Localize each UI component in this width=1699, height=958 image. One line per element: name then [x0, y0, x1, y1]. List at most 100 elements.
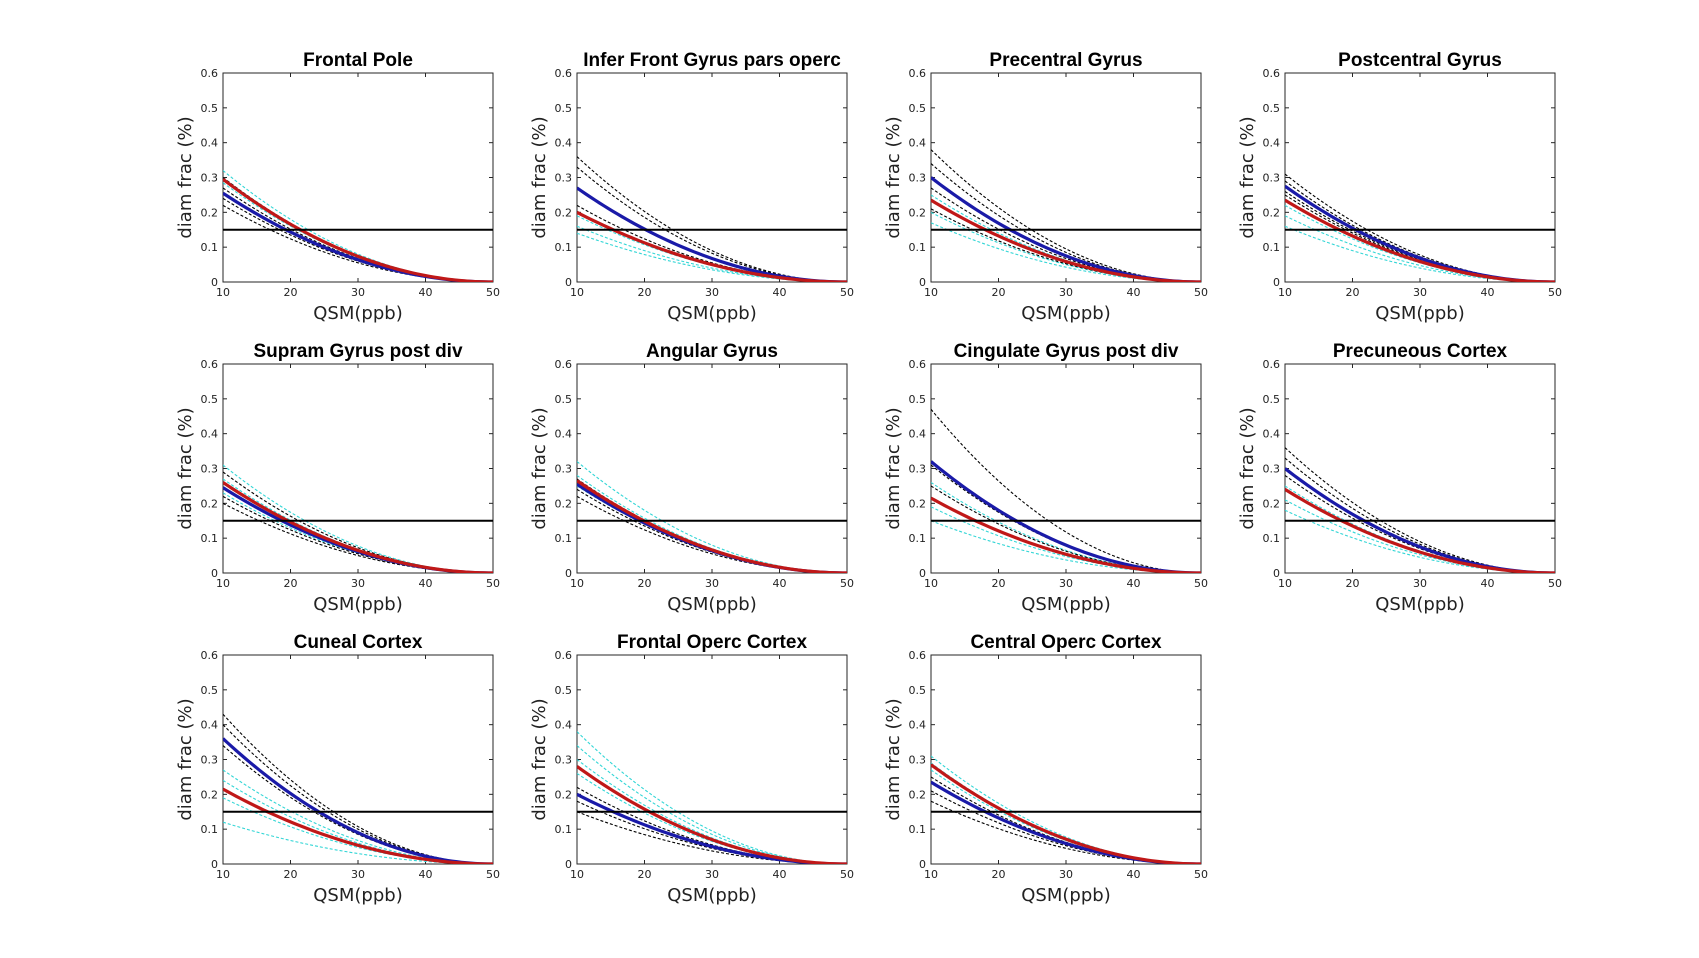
plot-area [1284, 72, 1556, 283]
y-tick-label: 0.3 [555, 463, 573, 476]
y-tick-label: 0.1 [201, 241, 219, 254]
chart-title: Cuneal Cortex [294, 632, 423, 653]
x-tick-label: 40 [419, 577, 433, 590]
series-group [577, 461, 847, 573]
y-tick-label: 0.5 [201, 393, 219, 406]
x-tick-label: 40 [419, 286, 433, 299]
series-group [931, 149, 1201, 282]
x-axis-label: QSM(ppb) [667, 885, 756, 906]
chart-title: Frontal Operc Cortex [617, 632, 807, 653]
plot-area [930, 363, 1202, 574]
x-tick-label: 40 [1481, 577, 1495, 590]
chart-panel: Postcentral Gyrus 0 0.1 0.2 0.3 0.4 0.5 0.6 10 20… [1237, 50, 1562, 324]
y-tick-label: 0.2 [909, 497, 927, 510]
y-tick-label: 0.6 [201, 358, 219, 371]
chart-panel: Central Operc Cortex 0 0.1 0.2 0.3 0.4 0.5 0.6 1… [883, 632, 1208, 906]
series-group [223, 170, 493, 282]
y-tick-label: 0.6 [909, 67, 927, 80]
series-line-thick [577, 765, 847, 864]
series-line-thick [223, 481, 493, 573]
y-tick-label: 0 [565, 276, 572, 289]
series-group [931, 408, 1201, 573]
x-tick-label: 30 [351, 577, 365, 590]
plot-area [930, 72, 1202, 283]
x-tick-label: 50 [1548, 286, 1562, 299]
y-tick-label: 0.4 [555, 719, 573, 732]
y-tick-label: 0.2 [555, 788, 573, 801]
plot-area [1284, 363, 1556, 574]
chart-panel: Precentral Gyrus 0 0.1 0.2 0.3 0.4 0.5 0.6 10 20 3… [883, 50, 1208, 324]
x-tick-label: 30 [1059, 286, 1073, 299]
chart-title: Postcentral Gyrus [1338, 50, 1502, 71]
y-tick-label: 0 [211, 567, 218, 580]
series-line-dashed [931, 222, 1201, 282]
x-tick-label: 10 [924, 868, 938, 881]
y-tick-label: 0.5 [201, 102, 219, 115]
series-line-thick [931, 198, 1201, 282]
y-tick-label: 0.3 [909, 754, 927, 767]
y-tick-label: 0.6 [201, 649, 219, 662]
series-line-thick [223, 177, 493, 282]
y-tick-label: 0.6 [555, 358, 573, 371]
y-tick-label: 0.6 [1263, 67, 1281, 80]
y-tick-label: 0.5 [555, 393, 573, 406]
y-axis-label: diam frac (%) [175, 698, 196, 820]
x-tick-label: 10 [570, 577, 584, 590]
x-tick-label: 20 [992, 577, 1006, 590]
x-tick-label: 50 [486, 868, 500, 881]
y-tick-label: 0.4 [909, 137, 927, 150]
x-tick-label: 50 [486, 286, 500, 299]
y-tick-label: 0 [1273, 276, 1280, 289]
x-tick-label: 10 [216, 577, 230, 590]
x-tick-label: 50 [1548, 577, 1562, 590]
y-tick-label: 0.1 [909, 532, 927, 545]
x-tick-label: 50 [1194, 286, 1208, 299]
y-tick-label: 0.1 [909, 823, 927, 836]
series-line-thick [577, 479, 847, 573]
y-tick-label: 0.5 [909, 393, 927, 406]
x-tick-label: 50 [1194, 868, 1208, 881]
x-tick-label: 20 [638, 868, 652, 881]
y-tick-label: 0.1 [1263, 241, 1281, 254]
y-tick-label: 0.3 [1263, 172, 1281, 185]
y-tick-label: 0.3 [201, 754, 219, 767]
chart-panel: Frontal Operc Cortex 0 0.1 0.2 0.3 0.4 0.5 0.6 1… [529, 632, 854, 906]
y-axis-label: diam frac (%) [883, 698, 904, 820]
y-tick-label: 0.3 [1263, 463, 1281, 476]
series-group [1285, 447, 1555, 573]
chart-panel: Cingulate Gyrus post div 0 0.1 0.2 0.3 0.4 0.5… [883, 341, 1208, 615]
x-axis-label: QSM(ppb) [667, 303, 756, 324]
y-tick-label: 0.3 [909, 463, 927, 476]
y-tick-label: 0.6 [201, 67, 219, 80]
y-tick-label: 0.1 [909, 241, 927, 254]
x-tick-label: 30 [1413, 577, 1427, 590]
y-tick-label: 0.2 [1263, 206, 1281, 219]
y-tick-label: 0.3 [201, 172, 219, 185]
y-axis-label: diam frac (%) [529, 407, 550, 529]
x-tick-label: 10 [570, 286, 584, 299]
y-tick-label: 0.2 [909, 788, 927, 801]
series-line-thick [1285, 488, 1555, 573]
y-tick-label: 0.1 [201, 532, 219, 545]
plot-area [222, 72, 494, 283]
series-group [577, 156, 847, 282]
x-tick-label: 50 [840, 868, 854, 881]
series-line-dashed [577, 731, 847, 864]
x-tick-label: 40 [1127, 868, 1141, 881]
x-tick-label: 30 [351, 286, 365, 299]
y-tick-label: 0.4 [201, 137, 219, 150]
x-axis-label: QSM(ppb) [1021, 594, 1110, 615]
x-tick-label: 20 [638, 577, 652, 590]
chart-title: Infer Front Gyrus pars operc [583, 50, 841, 71]
x-tick-label: 40 [1127, 286, 1141, 299]
plot-area [222, 363, 494, 574]
y-tick-label: 0.1 [201, 823, 219, 836]
y-tick-label: 0.1 [555, 823, 573, 836]
x-tick-label: 50 [486, 577, 500, 590]
y-tick-label: 0.2 [1263, 497, 1281, 510]
plot-area [930, 654, 1202, 865]
y-tick-label: 0.4 [909, 719, 927, 732]
chart-title: Central Operc Cortex [970, 632, 1162, 653]
y-tick-label: 0.6 [555, 649, 573, 662]
